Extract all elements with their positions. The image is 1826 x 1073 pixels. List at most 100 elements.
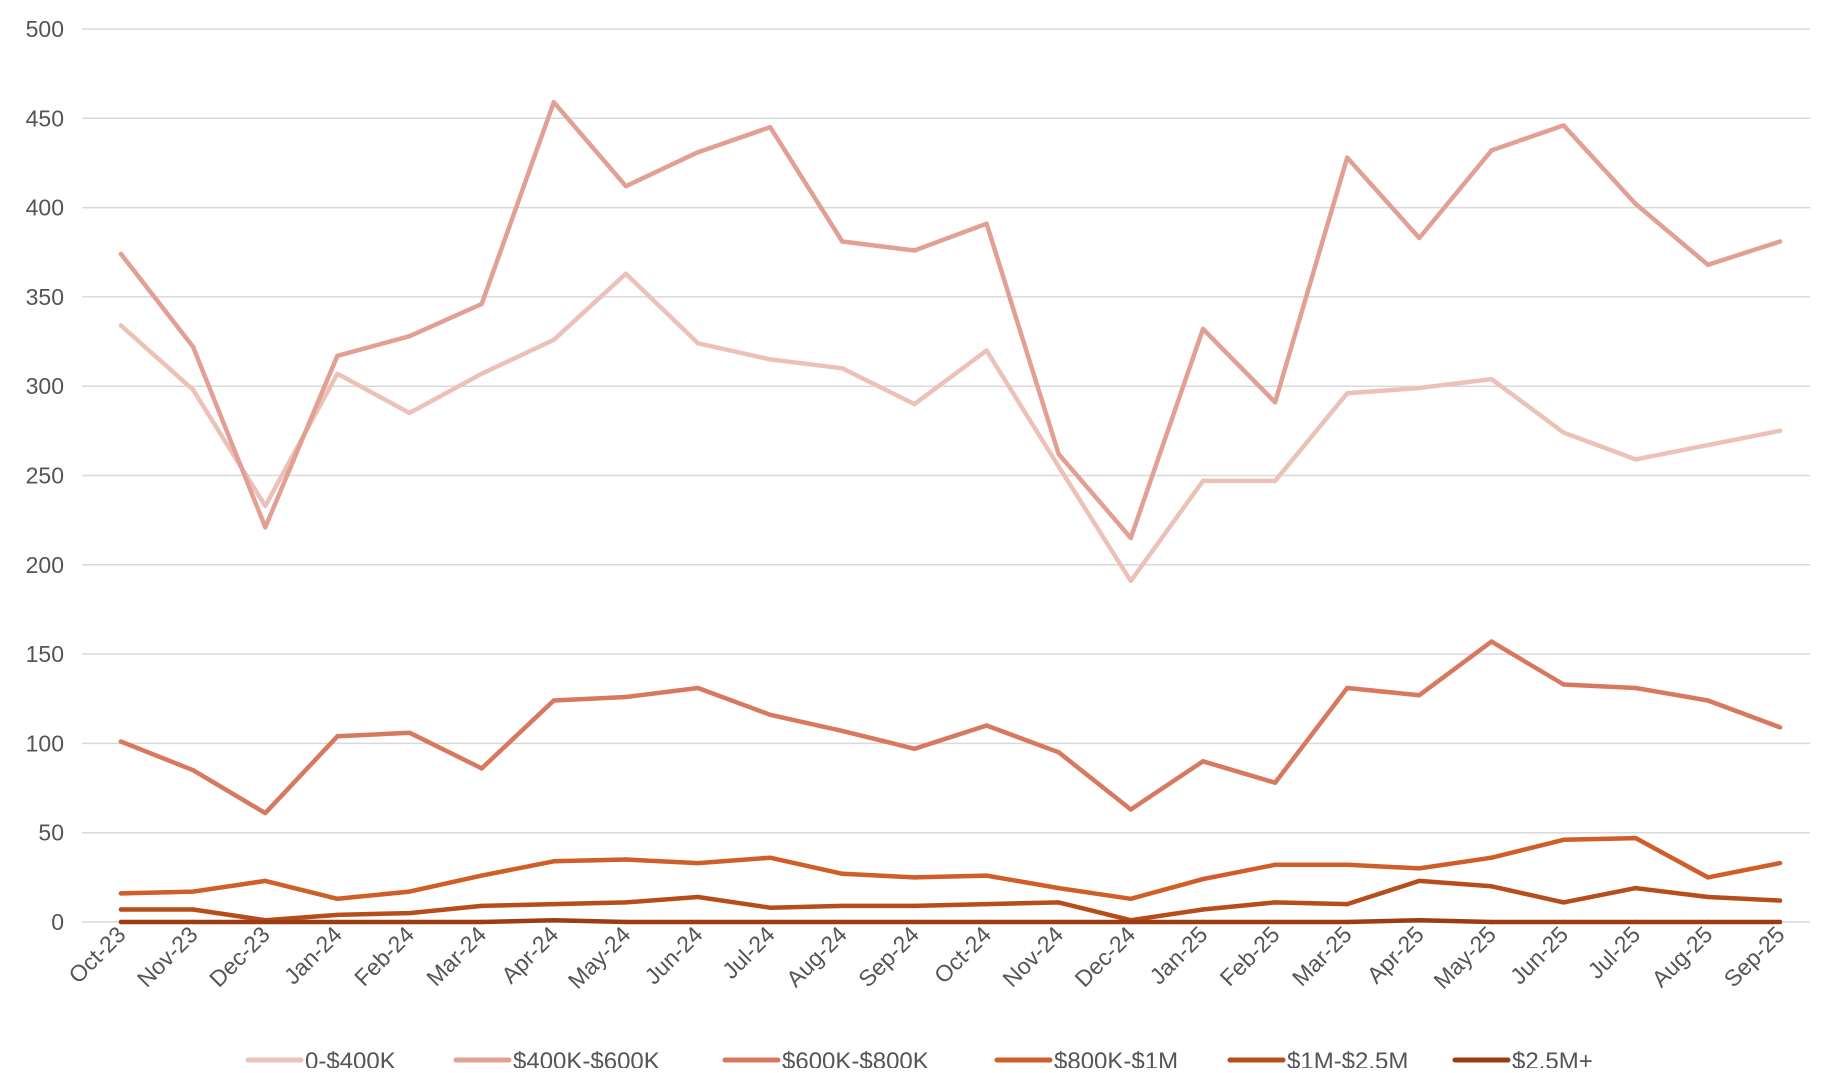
data-point [1128, 919, 1134, 925]
y-tick-label: 350 [26, 284, 64, 310]
data-point [1272, 900, 1278, 905]
data-point [1777, 239, 1783, 244]
data-point [623, 271, 629, 276]
y-tick-label: 450 [26, 105, 64, 131]
data-point [1561, 682, 1566, 687]
x-tick-label: Jul-25 [1583, 921, 1646, 984]
x-tick-label: Sep-24 [853, 921, 924, 992]
x-tick-label: Aug-25 [1647, 921, 1718, 992]
data-point [551, 698, 556, 703]
data-point [1489, 376, 1494, 382]
data-point [1561, 430, 1566, 435]
data-point [1056, 900, 1061, 905]
data-point [1633, 919, 1638, 925]
data-point [1272, 478, 1278, 484]
x-tick-label: Jan-25 [1144, 921, 1212, 989]
data-point [263, 919, 268, 925]
data-point [1200, 907, 1206, 912]
y-tick-label: 300 [26, 373, 64, 399]
data-point [479, 873, 484, 878]
data-point [840, 919, 845, 925]
data-point [1489, 919, 1494, 925]
data-point [912, 401, 917, 407]
data-point [1705, 894, 1711, 900]
data-point [840, 871, 845, 876]
data-point [335, 896, 340, 901]
data-point [551, 901, 556, 907]
data-point [1128, 535, 1134, 541]
data-point [335, 371, 340, 376]
data-point [1200, 919, 1206, 925]
data-point [768, 919, 773, 925]
data-point [1777, 725, 1783, 730]
data-point [623, 919, 629, 925]
data-point [1345, 919, 1350, 925]
data-point [118, 919, 124, 925]
data-point [695, 341, 701, 346]
data-point [695, 685, 701, 691]
data-point [1200, 478, 1206, 484]
data-point [407, 410, 412, 416]
data-point [118, 323, 124, 328]
x-tick-label: Jan-24 [279, 921, 347, 989]
x-tick-label: Mar-25 [1287, 921, 1357, 991]
data-point [1056, 464, 1061, 469]
data-point [263, 878, 268, 884]
x-tick-label: Nov-23 [132, 921, 203, 992]
x-tick-label: Feb-24 [349, 921, 419, 991]
data-point [335, 912, 340, 918]
data-point [551, 859, 556, 864]
data-point [768, 125, 773, 130]
data-point [1705, 698, 1711, 703]
data-point [551, 337, 556, 342]
data-point [912, 903, 917, 909]
legend-item: $800K-$1M [994, 1048, 1178, 1073]
data-point [479, 919, 484, 925]
data-point [912, 919, 917, 925]
data-point [984, 873, 989, 878]
x-tick-label: Oct-24 [929, 921, 996, 988]
x-tick-label: Apr-25 [1362, 921, 1429, 988]
x-tick-label: Jun-24 [639, 921, 707, 989]
data-point [1417, 918, 1422, 923]
data-point [1345, 901, 1350, 907]
data-point [1128, 578, 1134, 584]
series-line-3 [118, 835, 1783, 902]
data-point [1272, 780, 1278, 785]
data-point [1056, 750, 1061, 755]
x-tick-label: Nov-24 [997, 921, 1068, 992]
x-tick-label: Dec-24 [1070, 921, 1141, 992]
data-point [840, 239, 845, 244]
data-point [768, 712, 773, 717]
y-tick-label: 150 [26, 641, 64, 667]
data-point [479, 903, 484, 909]
data-point [190, 344, 196, 350]
data-point [984, 348, 989, 353]
data-point [190, 387, 196, 392]
data-point [407, 889, 412, 894]
data-point [1345, 685, 1350, 691]
data-point [335, 353, 340, 358]
data-point [1056, 451, 1061, 457]
series-line-0 [118, 271, 1783, 584]
data-point [1705, 442, 1711, 448]
data-point [118, 907, 124, 912]
data-point [1056, 919, 1061, 925]
data-point [1633, 685, 1638, 691]
data-point [1272, 400, 1278, 405]
x-tick-label: Feb-25 [1215, 921, 1285, 991]
x-tick-label: Aug-24 [781, 921, 852, 992]
legend-label: $1M-$2.5M [1287, 1048, 1408, 1068]
series-line-5 [118, 917, 1783, 925]
data-point [768, 357, 773, 362]
x-tick-label: Sep-25 [1719, 921, 1790, 992]
x-axis-ticks: Oct-23 Nov-23 Dec-23 Jan-24 Feb-24 Mar-24 Apr-… [63, 921, 1789, 994]
x-tick-label: Jul-24 [717, 921, 780, 984]
data-point [335, 919, 340, 925]
data-point [1633, 885, 1638, 891]
data-point [768, 855, 773, 860]
data-point [1705, 262, 1711, 267]
data-point [479, 371, 484, 376]
